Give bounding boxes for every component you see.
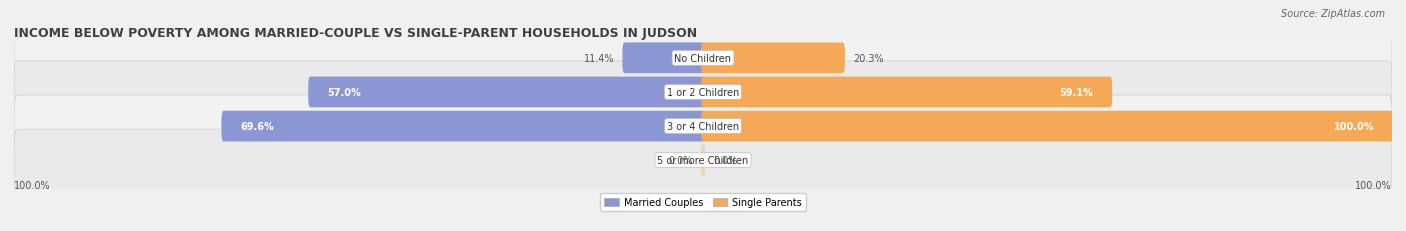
FancyBboxPatch shape (702, 145, 704, 176)
Text: 100.0%: 100.0% (1334, 122, 1375, 131)
Text: 20.3%: 20.3% (853, 54, 884, 64)
Legend: Married Couples, Single Parents: Married Couples, Single Parents (600, 194, 806, 211)
Text: INCOME BELOW POVERTY AMONG MARRIED-COUPLE VS SINGLE-PARENT HOUSEHOLDS IN JUDSON: INCOME BELOW POVERTY AMONG MARRIED-COUPL… (14, 27, 697, 40)
Text: 3 or 4 Children: 3 or 4 Children (666, 122, 740, 131)
FancyBboxPatch shape (702, 43, 845, 74)
FancyBboxPatch shape (14, 130, 1392, 191)
FancyBboxPatch shape (702, 77, 1112, 108)
Text: 11.4%: 11.4% (583, 54, 614, 64)
FancyBboxPatch shape (14, 96, 1392, 158)
Text: 1 or 2 Children: 1 or 2 Children (666, 88, 740, 97)
FancyBboxPatch shape (702, 145, 704, 176)
FancyBboxPatch shape (221, 111, 704, 142)
Text: No Children: No Children (675, 54, 731, 64)
Text: 57.0%: 57.0% (328, 88, 361, 97)
Text: Source: ZipAtlas.com: Source: ZipAtlas.com (1281, 9, 1385, 19)
Text: 59.1%: 59.1% (1059, 88, 1092, 97)
FancyBboxPatch shape (14, 62, 1392, 124)
FancyBboxPatch shape (14, 28, 1392, 89)
FancyBboxPatch shape (702, 111, 1393, 142)
Text: 0.0%: 0.0% (713, 155, 738, 165)
FancyBboxPatch shape (308, 77, 704, 108)
Text: 100.0%: 100.0% (14, 180, 51, 190)
FancyBboxPatch shape (623, 43, 704, 74)
Text: 69.6%: 69.6% (240, 122, 274, 131)
Text: 5 or more Children: 5 or more Children (658, 155, 748, 165)
Text: 0.0%: 0.0% (668, 155, 693, 165)
Text: 100.0%: 100.0% (1355, 180, 1392, 190)
